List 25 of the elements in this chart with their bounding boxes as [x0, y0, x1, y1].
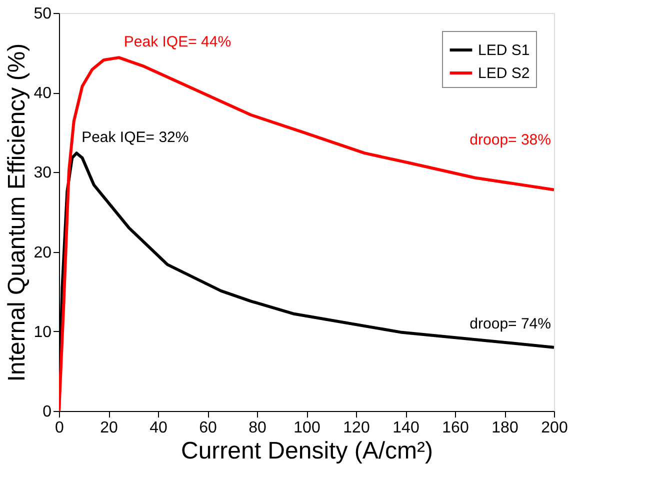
x-tick-label: 60 [199, 420, 217, 436]
x-tick-label: 0 [55, 420, 64, 436]
annotation: Peak IQE= 32% [82, 129, 189, 146]
x-tick-label: 100 [294, 420, 320, 436]
y-tick-label: 30 [34, 164, 52, 182]
legend-label: LED S2 [478, 65, 530, 82]
y-tick-label: 40 [34, 85, 52, 102]
y-tick-label: 20 [34, 244, 52, 262]
annotation: Peak IQE= 44% [124, 34, 232, 51]
x-tick-label: 140 [392, 420, 420, 436]
x-tick-label: 120 [343, 420, 370, 436]
y-tick-label: 10 [34, 324, 52, 341]
x-tick-label: 20 [100, 420, 118, 436]
x-tick-label: 200 [541, 420, 568, 436]
y-tick-label: 50 [34, 6, 52, 22]
annotation: droop= 74% [470, 315, 551, 332]
annotation: droop= 38% [470, 132, 551, 149]
x-tick-label: 160 [442, 420, 469, 436]
x-tick-label: 40 [150, 420, 168, 436]
y-tick-label: 0 [42, 404, 52, 420]
x-axis-title: Current Density (A/cm²) [180, 438, 434, 464]
legend-label: LED S1 [478, 42, 530, 59]
x-tick-label: 180 [492, 420, 518, 436]
y-axis-title: Internal Quantum Efficiency (%) [4, 43, 31, 382]
x-tick-label: 80 [248, 420, 266, 436]
